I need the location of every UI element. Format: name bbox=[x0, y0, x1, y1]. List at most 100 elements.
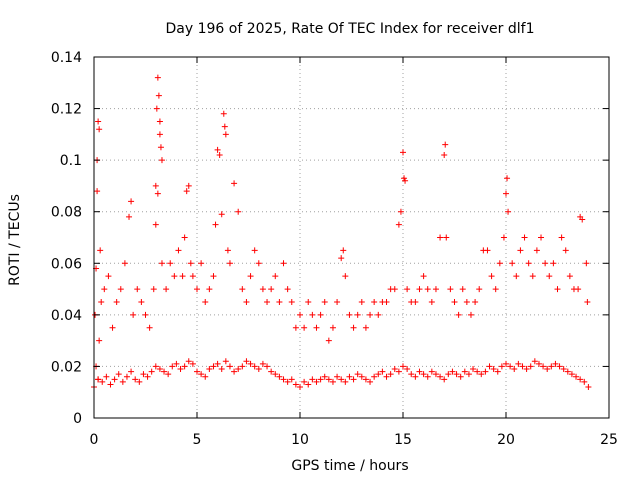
data-point bbox=[126, 213, 133, 220]
data-point bbox=[472, 298, 479, 305]
data-point bbox=[383, 373, 390, 380]
data-point bbox=[447, 286, 454, 293]
data-point bbox=[584, 298, 591, 305]
data-point bbox=[550, 260, 557, 267]
data-point bbox=[175, 247, 182, 254]
data-point bbox=[94, 188, 101, 195]
data-point bbox=[412, 298, 419, 305]
data-point bbox=[400, 363, 406, 370]
data-point bbox=[150, 286, 157, 293]
data-point bbox=[575, 286, 582, 293]
data-point bbox=[239, 363, 246, 370]
data-point bbox=[218, 211, 225, 218]
data-point bbox=[185, 182, 192, 189]
data-point bbox=[354, 311, 361, 318]
data-point bbox=[437, 373, 444, 380]
y-tick-label: 0.04 bbox=[51, 308, 82, 324]
data-point bbox=[198, 260, 205, 267]
data-point bbox=[123, 373, 130, 380]
data-point bbox=[387, 371, 394, 378]
data-point bbox=[144, 373, 151, 380]
data-point bbox=[138, 298, 145, 305]
data-point bbox=[220, 110, 227, 117]
data-point bbox=[313, 324, 320, 331]
data-point bbox=[247, 360, 254, 367]
data-point bbox=[173, 360, 180, 367]
data-point bbox=[206, 286, 213, 293]
data-point bbox=[482, 368, 489, 375]
data-point bbox=[503, 360, 509, 367]
data-point bbox=[212, 221, 219, 228]
data-point bbox=[152, 221, 159, 228]
y-tick-label: 0.08 bbox=[51, 205, 82, 221]
data-point bbox=[103, 373, 110, 380]
data-point bbox=[187, 260, 194, 267]
data-point bbox=[424, 373, 431, 380]
data-point bbox=[525, 260, 532, 267]
x-tick-label: 25 bbox=[600, 432, 618, 448]
data-point bbox=[350, 376, 357, 383]
data-point bbox=[519, 363, 526, 370]
data-point bbox=[375, 371, 382, 378]
data-point bbox=[367, 378, 374, 385]
data-point bbox=[251, 247, 258, 254]
data-point bbox=[117, 286, 124, 293]
data-point bbox=[185, 358, 192, 365]
data-point bbox=[301, 378, 308, 385]
data-point bbox=[97, 247, 104, 254]
data-point bbox=[542, 260, 549, 267]
data-point bbox=[288, 298, 295, 305]
data-point bbox=[216, 151, 223, 158]
data-point bbox=[136, 378, 143, 385]
data-point bbox=[451, 298, 458, 305]
data-point bbox=[445, 371, 452, 378]
data-point bbox=[156, 366, 163, 373]
data-point bbox=[573, 373, 580, 380]
data-point bbox=[214, 146, 221, 153]
data-point bbox=[194, 368, 200, 375]
series-roti bbox=[92, 74, 591, 383]
data-point bbox=[556, 363, 563, 370]
data-point bbox=[428, 298, 435, 305]
data-point bbox=[115, 371, 122, 378]
data-point bbox=[457, 373, 464, 380]
data-point bbox=[155, 92, 162, 99]
data-point bbox=[513, 273, 520, 280]
x-tick-label: 0 bbox=[90, 432, 99, 448]
series-roti-background bbox=[91, 358, 592, 391]
data-point bbox=[255, 260, 262, 267]
data-point bbox=[560, 366, 567, 373]
data-point bbox=[579, 216, 586, 223]
data-point bbox=[402, 177, 409, 184]
data-point bbox=[564, 368, 571, 375]
data-point bbox=[397, 208, 404, 215]
data-point bbox=[177, 366, 184, 373]
data-point bbox=[235, 208, 242, 215]
data-point bbox=[142, 311, 149, 318]
data-point bbox=[98, 298, 105, 305]
y-tick-labels: 0 0.02 0.04 0.06 0.08 0.1 0.12 0.14 bbox=[51, 50, 82, 427]
data-point bbox=[163, 286, 170, 293]
y-tick-label: 0.06 bbox=[51, 256, 82, 272]
data-point bbox=[338, 376, 345, 383]
data-point bbox=[527, 363, 534, 370]
data-point bbox=[146, 324, 153, 331]
data-point bbox=[552, 360, 559, 367]
data-point bbox=[280, 376, 287, 383]
data-point bbox=[531, 358, 538, 365]
data-point bbox=[488, 273, 495, 280]
y-tick-label: 0.1 bbox=[60, 153, 82, 169]
chart-title: Day 196 of 2025, Rate Of TEC Index for r… bbox=[166, 21, 535, 37]
data-point bbox=[297, 384, 303, 391]
data-point bbox=[231, 368, 238, 375]
data-point bbox=[309, 376, 316, 383]
data-point bbox=[346, 311, 353, 318]
data-point bbox=[264, 298, 271, 305]
data-point bbox=[463, 298, 470, 305]
data-point bbox=[334, 298, 341, 305]
data-point bbox=[371, 373, 378, 380]
y-tick-label: 0.02 bbox=[51, 359, 82, 375]
data-point bbox=[113, 298, 120, 305]
data-point bbox=[301, 324, 308, 331]
